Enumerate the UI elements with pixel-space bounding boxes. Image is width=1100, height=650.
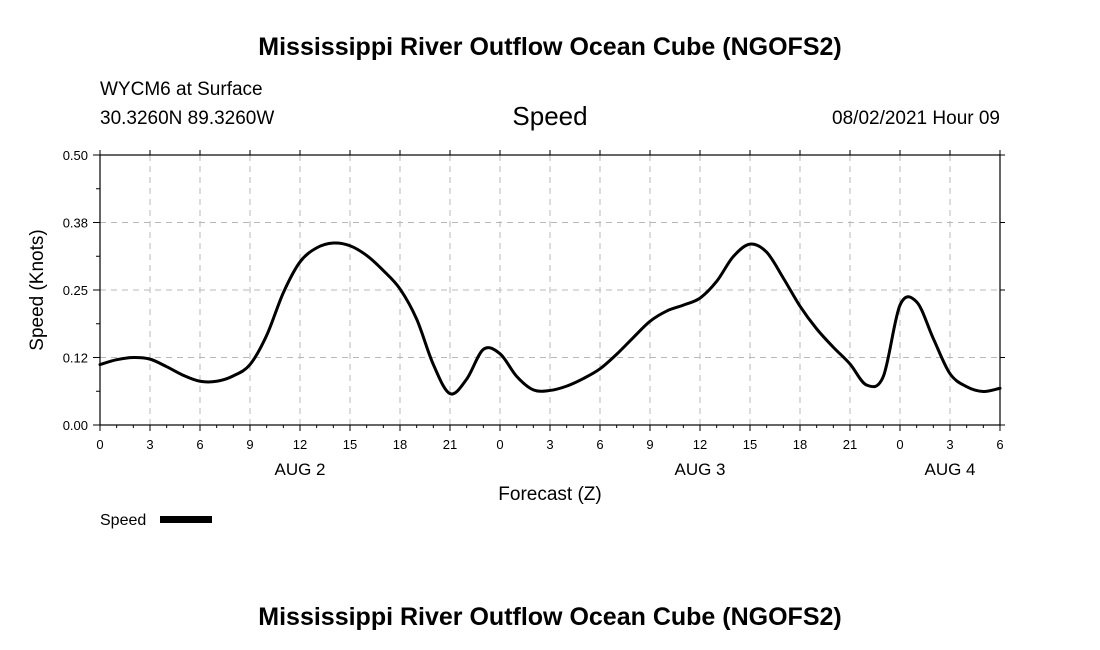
grid-lines — [100, 155, 1000, 425]
x-tick-label: 6 — [196, 437, 203, 452]
x-tick-label: 12 — [293, 437, 307, 452]
station-coords: 30.3260N 89.3260W — [100, 108, 274, 129]
x-tick-label: 15 — [343, 437, 357, 452]
y-tick-label: 0.25 — [63, 283, 88, 298]
x-tick-label: 6 — [596, 437, 603, 452]
y-tick-label: 0.50 — [63, 148, 88, 163]
legend-swatch-speed — [160, 516, 212, 523]
x-tick-label: 3 — [146, 437, 153, 452]
y-tick-label: 0.12 — [63, 351, 88, 366]
x-day-label: AUG 2 — [274, 460, 325, 479]
x-day-label: AUG 3 — [674, 460, 725, 479]
x-tick-label: 3 — [946, 437, 953, 452]
x-tick-label: 21 — [443, 437, 457, 452]
y-tick-label: 0.00 — [63, 418, 88, 433]
x-tick-label: 0 — [896, 437, 903, 452]
y-tick-label: 0.38 — [63, 216, 88, 231]
station-label: WYCM6 at Surface — [100, 79, 263, 100]
chart-title-top: Mississippi River Outflow Ocean Cube (NG… — [258, 33, 841, 61]
x-tick-label: 12 — [693, 437, 707, 452]
series-line-speed — [98, 241, 1002, 396]
x-axis: 0 3 6 9 12 15 18 21 0 3 6 9 12 15 18 21 0 3 6 — [96, 150, 1004, 452]
x-tick-label: 18 — [393, 437, 407, 452]
x-tick-label: 15 — [743, 437, 757, 452]
x-day-label: AUG 4 — [924, 460, 975, 479]
legend-label-speed: Speed — [100, 512, 146, 529]
x-tick-label: 9 — [246, 437, 253, 452]
chart-title-bottom: Mississippi River Outflow Ocean Cube (NG… — [258, 603, 841, 631]
x-tick-label: 9 — [646, 437, 653, 452]
x-tick-label: 0 — [96, 437, 103, 452]
x-tick-label: 0 — [496, 437, 503, 452]
x-axis-day-labels: AUG 2 AUG 3 AUG 4 — [274, 460, 975, 479]
x-axis-label: Forecast (Z) — [498, 484, 601, 505]
variable-title: Speed — [512, 101, 587, 131]
x-tick-label: 6 — [996, 437, 1003, 452]
x-tick-label: 21 — [843, 437, 857, 452]
y-axis: 0.00 0.12 0.25 0.38 0.50 — [63, 148, 1005, 433]
x-tick-label: 18 — [793, 437, 807, 452]
y-axis-label: Speed (Knots) — [27, 229, 48, 350]
forecast-datetime: 08/02/2021 Hour 09 — [832, 108, 1000, 129]
x-tick-label: 3 — [546, 437, 553, 452]
